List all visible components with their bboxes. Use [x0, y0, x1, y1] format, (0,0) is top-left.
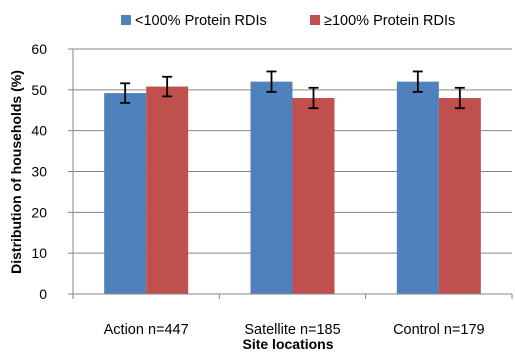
bars [104, 81, 481, 295]
bar-series-2 [292, 98, 335, 294]
bar-series-1 [250, 81, 293, 295]
y-tick-label: 50 [31, 82, 47, 98]
x-axis-title: Site locations [242, 336, 333, 352]
y-tick-label: 0 [39, 286, 47, 302]
y-tick-label: 10 [31, 245, 47, 261]
y-tick-label: 20 [31, 204, 47, 220]
error-bars [120, 70, 465, 110]
bar-series-2 [146, 86, 189, 294]
x-tick-label: Control n=179 [393, 322, 485, 338]
x-tick-label: Satellite n=185 [244, 322, 340, 338]
legend-swatch-series-2 [310, 15, 320, 25]
bar-series-1 [104, 93, 147, 294]
y-axis-title: Distribution of households (%) [8, 70, 24, 274]
legend-label-series-2: ≥100% Protein RDIs [324, 13, 455, 29]
legend-swatch-series-1 [121, 15, 131, 25]
y-tick-label: 40 [31, 123, 47, 139]
x-tick-labels: Action n=447 Satellite n=185 Control n=179 [72, 294, 513, 338]
bar-series-2 [438, 98, 481, 294]
y-tick-label: 60 [31, 41, 47, 57]
y-tick-label: 30 [31, 164, 47, 180]
x-tick-label: Action n=447 [104, 322, 189, 338]
bar-series-1 [396, 81, 439, 295]
y-tick-labels: 0 10 20 30 40 50 60 [31, 41, 73, 302]
legend: <100% Protein RDIs ≥100% Protein RDIs [121, 13, 455, 29]
legend-label-series-1: <100% Protein RDIs [135, 13, 267, 29]
